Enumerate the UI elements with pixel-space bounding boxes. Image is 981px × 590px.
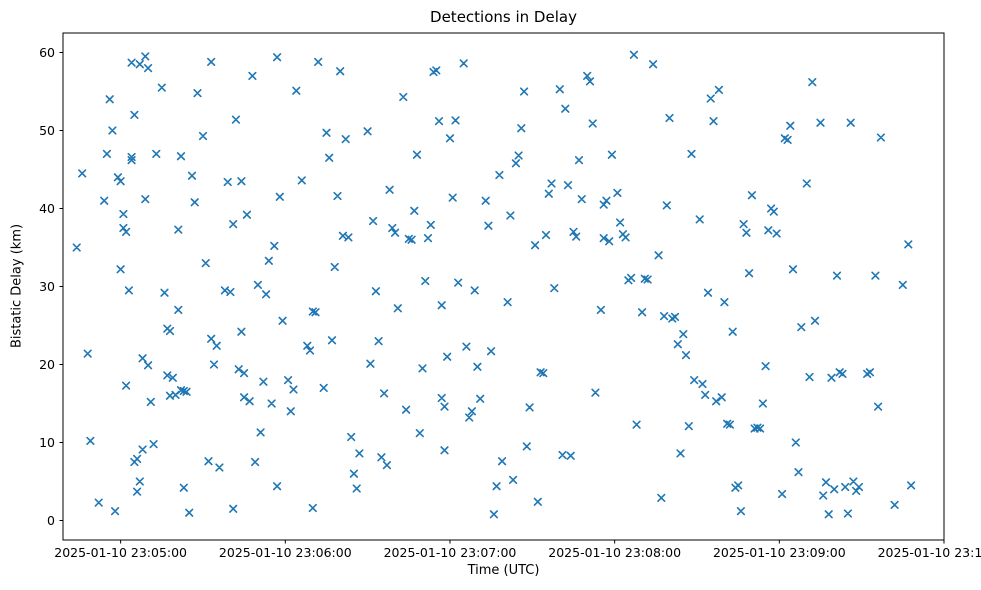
x-tick-label: 2025-01-10 23:05:00 <box>54 545 187 560</box>
scatter-markers <box>72 50 916 519</box>
y-tick-label: 30 <box>39 279 55 294</box>
x-tick-label: 2025-01-10 23:08:00 <box>548 545 681 560</box>
chart-title: Detections in Delay <box>430 8 577 26</box>
x-tick-label: 2025-01-10 23:09:00 <box>713 545 846 560</box>
y-axis-label: Bistatic Delay (km) <box>9 223 25 349</box>
x-axis-label: Time (UTC) <box>467 563 540 578</box>
x-tick-label: 2025-01-10 23:10:00 <box>878 545 981 560</box>
y-tick-label: 0 <box>47 513 55 528</box>
y-tick-label: 60 <box>39 45 55 60</box>
y-tick-label: 10 <box>39 435 55 450</box>
x-tick-label: 2025-01-10 23:07:00 <box>384 545 517 560</box>
y-tick-label: 20 <box>39 357 55 372</box>
y-tick-label: 50 <box>39 123 55 138</box>
x-tick-label: 2025-01-10 23:06:00 <box>219 545 352 560</box>
axes-frame <box>62 32 945 541</box>
y-tick-label: 40 <box>39 201 55 216</box>
